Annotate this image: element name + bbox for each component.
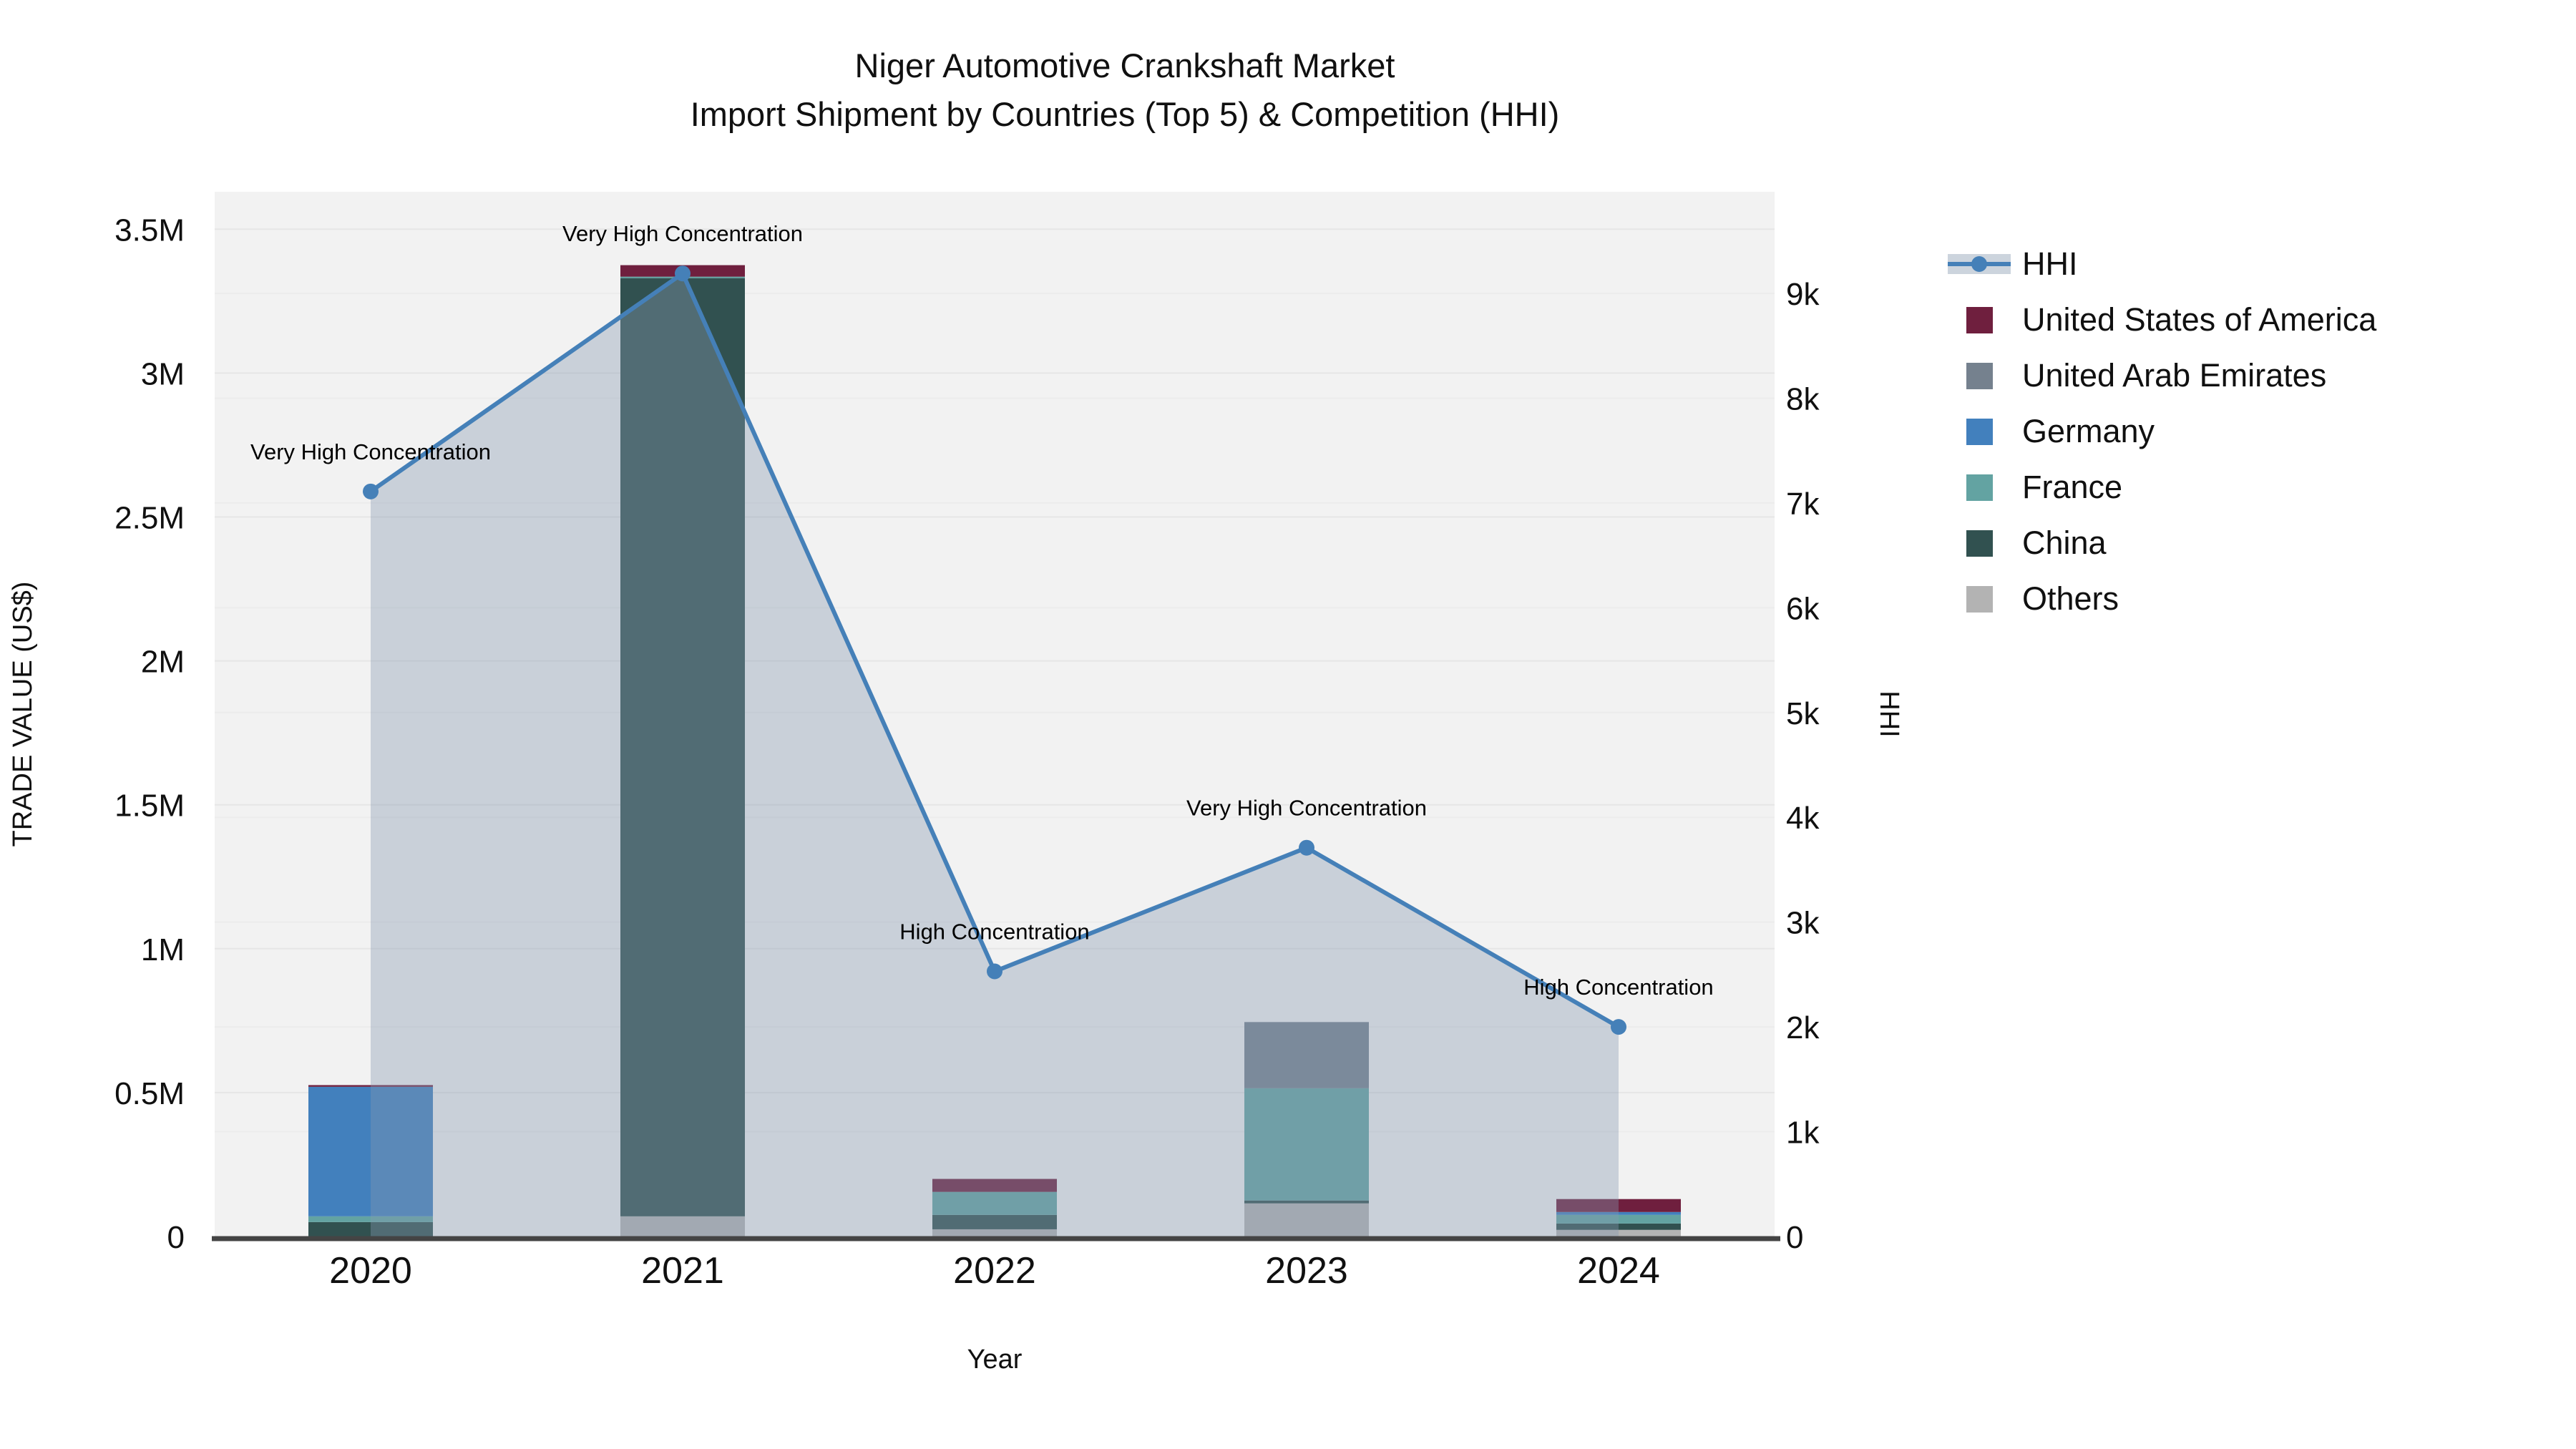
y-tick-label-left: 2M	[141, 645, 185, 680]
bar-segment-others[interactable]	[620, 1216, 745, 1236]
legend-item-united-states-of-america[interactable]: United States of America	[1948, 292, 2376, 348]
y-tick-label-right: 8k	[1786, 381, 1820, 416]
chart-title: Niger Automotive Crankshaft Market Impor…	[0, 42, 2250, 139]
chart-title-line1: Niger Automotive Crankshaft Market	[854, 47, 1395, 84]
legend-label: France	[2022, 469, 2123, 505]
hhi-marker[interactable]	[363, 483, 379, 499]
bar-segment-germany[interactable]	[308, 1086, 433, 1216]
legend-label: Germany	[2022, 413, 2155, 449]
annotation: Very High Concentration	[562, 221, 803, 246]
legend-color-swatch	[1966, 362, 1993, 389]
plot-background	[215, 192, 1775, 1236]
y-tick-label-right: 1k	[1786, 1116, 1820, 1151]
legend-item-hhi[interactable]: HHI	[1948, 236, 2376, 292]
bar-segment-united-states-of-america[interactable]	[932, 1179, 1057, 1192]
legend-label: United States of America	[2022, 301, 2377, 338]
hhi-marker[interactable]	[1299, 839, 1314, 856]
bar-segment-china[interactable]	[1556, 1223, 1681, 1230]
x-axis-title: Year	[967, 1345, 1023, 1375]
legend-item-united-arab-emirates[interactable]: United Arab Emirates	[1948, 348, 2376, 404]
bar-segment-france[interactable]	[1556, 1214, 1681, 1224]
legend-item-others[interactable]: Others	[1948, 571, 2376, 627]
bar-segment-china[interactable]	[620, 278, 745, 1216]
annotation: High Concentration	[899, 919, 1089, 945]
y-tick-label-left: 3.5M	[114, 213, 185, 248]
legend-color-swatch	[1966, 585, 1993, 613]
legend-color-swatch	[1966, 306, 1993, 333]
legend-label: HHI	[2022, 245, 2078, 282]
y-tick-label-right: 5k	[1786, 696, 1820, 731]
legend-swatch-wrap	[1948, 530, 2011, 557]
hhi-marker-swatch	[1971, 256, 1987, 272]
bar-segment-china[interactable]	[932, 1214, 1057, 1229]
y-tick-label-right: 7k	[1786, 487, 1820, 522]
legend-swatch-wrap	[1948, 306, 2011, 333]
hhi-area	[371, 273, 1619, 1236]
y-tick-label-left: 0	[167, 1220, 185, 1255]
legend-label: United Arab Emirates	[2022, 357, 2327, 394]
annotation: High Concentration	[1523, 975, 1713, 1000]
y-tick-label-right: 0	[1786, 1220, 1803, 1255]
bar-segment-others[interactable]	[1244, 1203, 1369, 1236]
legend-swatch-wrap	[1948, 418, 2011, 445]
bar-segment-china[interactable]	[308, 1221, 433, 1236]
legend-swatch-wrap	[1948, 585, 2011, 613]
bar-segment-others[interactable]	[932, 1229, 1057, 1236]
y-tick-label-right: 9k	[1786, 277, 1820, 312]
legend-swatch-wrap	[1948, 474, 2011, 501]
legend-label: Others	[2022, 580, 2119, 617]
legend-color-swatch	[1966, 474, 1993, 501]
y-tick-label-right: 6k	[1786, 591, 1820, 626]
legend-color-swatch	[1966, 530, 1993, 557]
y-axis-title-left: TRADE VALUE (US$)	[8, 582, 38, 847]
y-tick-label-left: 1M	[141, 932, 185, 967]
bar-segment-united-arab-emirates[interactable]	[1244, 1022, 1369, 1088]
y-tick-label-right: 4k	[1786, 801, 1820, 836]
y-tick-label-left: 0.5M	[114, 1076, 185, 1111]
hhi-line-swatch	[1948, 250, 2011, 278]
legend-item-germany[interactable]: Germany	[1948, 404, 2376, 459]
x-tick-label: 2021	[641, 1250, 724, 1292]
legend-item-china[interactable]: China	[1948, 515, 2376, 571]
x-tick-label: 2023	[1265, 1250, 1348, 1292]
bar-segment-china[interactable]	[1244, 1200, 1369, 1204]
legend-color-swatch	[1966, 418, 1993, 445]
x-tick-label: 2020	[329, 1250, 412, 1292]
hhi-marker[interactable]	[675, 265, 691, 282]
legend: HHI United States of America United Arab E…	[1948, 236, 2376, 627]
bar-segment-united-states-of-america[interactable]	[308, 1085, 433, 1087]
x-tick-label: 2024	[1577, 1250, 1660, 1292]
annotation: Very High Concentration	[250, 439, 491, 464]
chart-title-line2: Import Shipment by Countries (Top 5) & C…	[690, 95, 1560, 133]
y-axis-title-right: HHI	[1874, 691, 1904, 737]
bar-segment-france[interactable]	[308, 1216, 433, 1222]
y-tick-label-left: 2.5M	[114, 500, 185, 535]
legend-label: China	[2022, 525, 2107, 561]
legend-item-france[interactable]: France	[1948, 459, 2376, 515]
y-tick-label-right: 2k	[1786, 1010, 1820, 1045]
hhi-marker[interactable]	[987, 963, 1002, 980]
bar-segment-united-states-of-america[interactable]	[1556, 1199, 1681, 1212]
annotation: Very High Concentration	[1186, 796, 1427, 821]
hhi-marker[interactable]	[1611, 1019, 1626, 1035]
bar-segment-germany[interactable]	[1556, 1211, 1681, 1215]
bar-segment-france[interactable]	[932, 1191, 1057, 1215]
y-tick-label-left: 3M	[141, 356, 185, 391]
bar-segment-france[interactable]	[1244, 1088, 1369, 1201]
x-tick-label: 2022	[953, 1250, 1036, 1292]
y-tick-label-right: 3k	[1786, 906, 1820, 941]
y-tick-label-left: 1.5M	[114, 789, 185, 824]
legend-swatch-wrap	[1948, 362, 2011, 389]
bar-segment-others[interactable]	[1556, 1229, 1681, 1236]
